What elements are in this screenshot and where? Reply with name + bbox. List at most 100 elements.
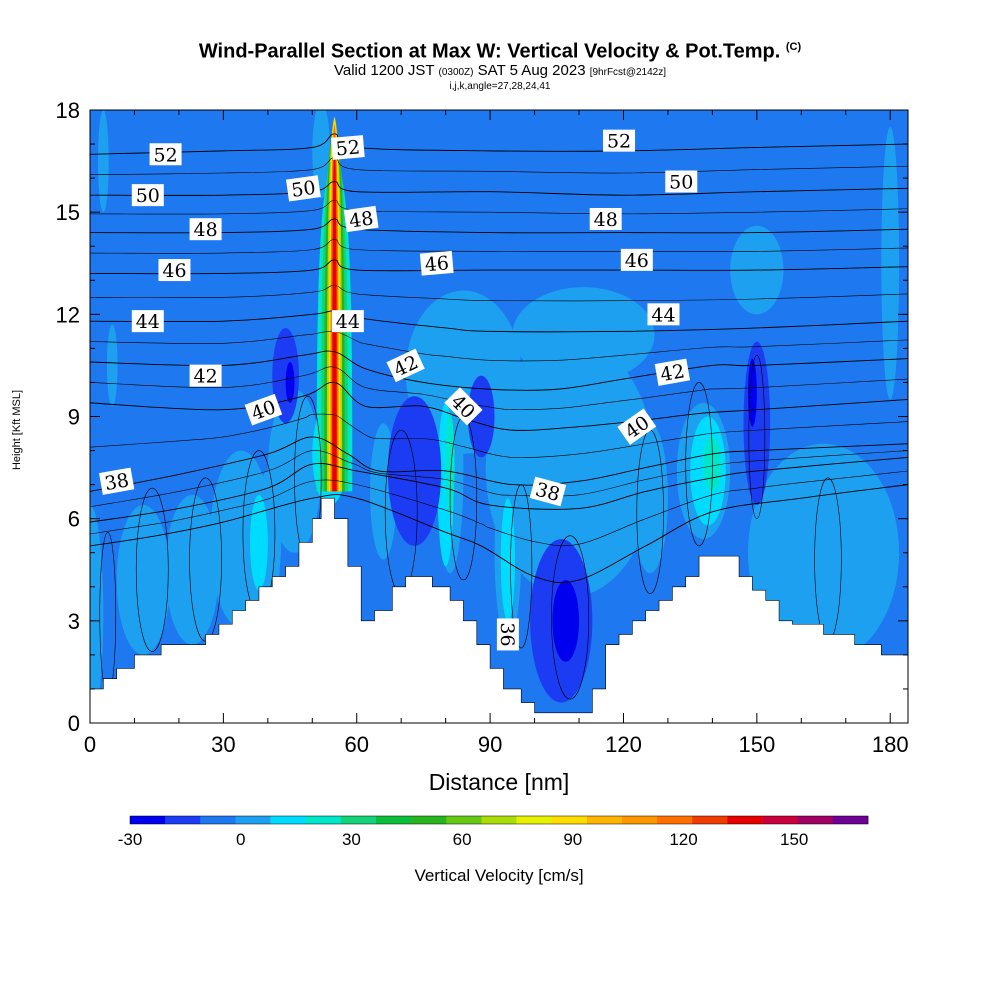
x-tick-label: 120 [605, 732, 642, 757]
contour-label: 42 [189, 364, 222, 388]
chart-valid-time: Valid 1200 JST (0300Z) SAT 5 Aug 2023 [9… [0, 61, 1000, 81]
colorbar-swatch [516, 816, 553, 824]
copyright-mark: (C) [785, 41, 802, 53]
contour-label: 38 [99, 467, 135, 495]
contour-label: 48 [343, 205, 379, 233]
contour-label-box [617, 408, 657, 445]
velocity-contour-line [685, 382, 713, 547]
title-main-text: Wind-Parallel Section at Max W: Vertical… [198, 40, 781, 63]
isentrope-line [90, 199, 908, 215]
colorbar-tick-label: 150 [780, 830, 808, 849]
velocity-field [90, 110, 900, 723]
contour-label-box [99, 467, 135, 495]
contour-label-box [529, 476, 567, 507]
colorbar-tick-label: 30 [342, 830, 361, 849]
velocity-region [845, 525, 882, 621]
colorbar-label: Vertical Velocity [cm/s] [414, 866, 583, 885]
y-tick-label: 12 [56, 302, 80, 327]
contour-label-box [343, 205, 379, 233]
contour-label-box [444, 387, 483, 426]
isentrope-line [90, 181, 908, 196]
contour-label-text: 50 [669, 172, 693, 194]
velocity-region [881, 127, 900, 400]
velocity-contour-line [510, 484, 533, 649]
chart-subtitle: i,j,k,angle=27,28,24,41 [449, 80, 551, 92]
colorbar-swatch [130, 816, 166, 824]
colorbar: -30 0 30 60 90 120 150 [118, 815, 869, 849]
colorbar-tick-label: -30 [118, 830, 143, 849]
contour-label-box [603, 129, 636, 152]
y-tick-label: 3 [68, 609, 80, 634]
colorbar-swatch [340, 816, 377, 824]
isentrope-line [90, 436, 908, 492]
contour-label-text: 44 [336, 311, 360, 333]
terrain-profile [90, 497, 908, 723]
contour-label: 52 [603, 129, 636, 153]
colorbar-swatch [551, 816, 588, 824]
colorbar-swatch [305, 816, 342, 824]
colorbar-swatch [832, 816, 869, 824]
colorbar-swatch [622, 816, 658, 824]
isentrope-line [90, 310, 908, 333]
isentrope-line [90, 413, 908, 458]
colorbar-swatch [235, 816, 271, 824]
x-axis-label: Distance [nm] [429, 769, 570, 795]
isentrope-line [90, 350, 908, 391]
contour-label-text: 48 [594, 209, 618, 231]
contour-label-box [647, 303, 680, 326]
contour-label: 52 [149, 143, 182, 166]
isentrope-line [90, 157, 908, 176]
contour-label-text: 36 [496, 622, 518, 646]
colorbar-swatch [727, 816, 763, 824]
contour-label: 48 [589, 207, 622, 231]
contour-label-box [331, 310, 364, 333]
x-tick-label: 180 [872, 732, 909, 757]
contour-label-box [589, 207, 622, 230]
colorbar-tick-label: 120 [669, 830, 697, 849]
contour-label: 46 [158, 259, 191, 282]
isentrope-line [90, 366, 908, 411]
contour-label-text: 50 [136, 185, 160, 207]
contour-label-text: 44 [136, 311, 160, 333]
contour-label-text: 38 [103, 469, 131, 495]
x-tick-label: 30 [211, 732, 235, 757]
contour-label-box [131, 184, 164, 207]
contour-label-text: 42 [193, 366, 217, 388]
colorbar-tick-label: 60 [453, 830, 472, 849]
contour-label-box [496, 618, 519, 651]
contour-label-text: 46 [625, 250, 649, 272]
y-tick-label: 18 [56, 98, 80, 123]
contour-label-box [386, 348, 425, 383]
x-tick-label: 150 [738, 732, 775, 757]
contour-label-box [620, 248, 653, 271]
contour-label: 50 [131, 184, 164, 207]
contour-label: 52 [330, 135, 365, 160]
contour-label: 46 [419, 250, 454, 276]
contour-label: 42 [654, 358, 691, 386]
isentrope-line [90, 456, 908, 523]
colorbar-swatch [762, 816, 799, 824]
valid-date: SAT 5 Aug 2023 [477, 61, 586, 79]
velocity-region [90, 505, 104, 723]
chart-title: Wind-Parallel Section at Max W: Vertical… [0, 36, 1000, 63]
contour-label: 44 [131, 310, 164, 333]
colorbar-swatch [446, 816, 482, 824]
contour-label: 36 [496, 618, 519, 651]
y-tick-label: 0 [68, 711, 80, 736]
contour-label-box [244, 393, 283, 426]
velocity-region [512, 287, 655, 383]
velocity-region [285, 362, 295, 403]
velocity-region [116, 505, 171, 655]
x-tick-label: 0 [84, 732, 96, 757]
potential-temperature-contours [90, 133, 908, 700]
velocity-region [552, 579, 580, 662]
isentrope-line [90, 285, 908, 302]
contour-label-text: 50 [290, 177, 317, 202]
contour-label-text: 46 [162, 260, 186, 282]
contour-label-text: 44 [651, 304, 675, 326]
colorbar-tick-label: 90 [563, 830, 582, 849]
